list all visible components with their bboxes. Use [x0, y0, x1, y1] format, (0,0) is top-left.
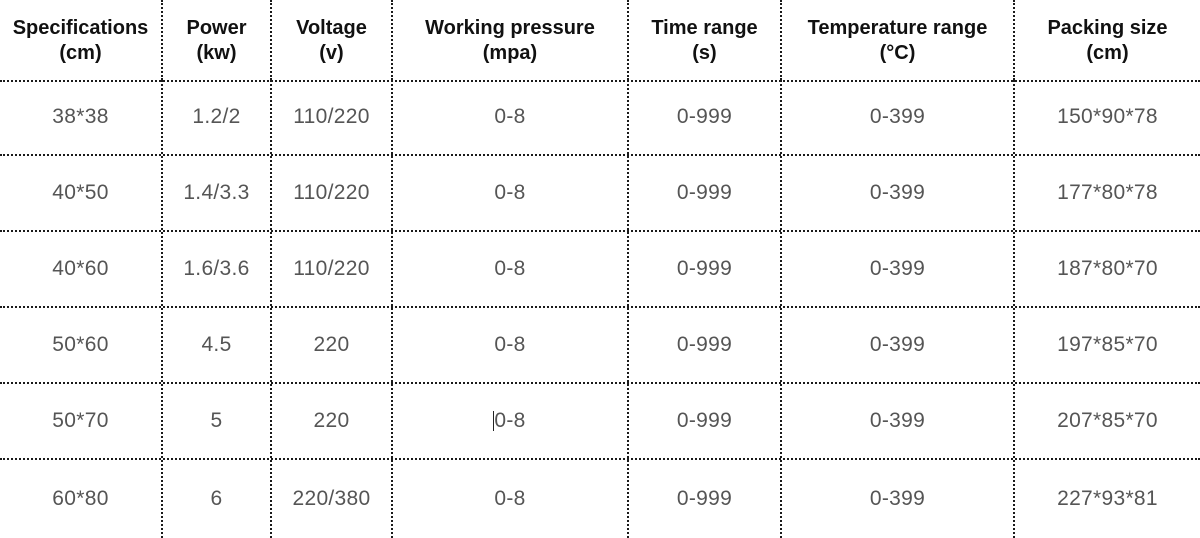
cell-specifications: 50*70 [0, 384, 163, 458]
cell-working-pressure: 0-8 [393, 232, 629, 306]
cell-temperature-range: 0-399 [782, 460, 1015, 538]
table-row: 40*50 1.4/3.3 110/220 0-8 0-999 0-399 17… [0, 156, 1200, 232]
cell-time-range: 0-999 [629, 460, 782, 538]
table-header-row: Specifications (cm) Power (kw) Voltage (… [0, 0, 1200, 82]
table-row: 50*70 5 220 0-8 0-999 0-399 207*85*70 [0, 384, 1200, 460]
cell-time-range: 0-999 [629, 308, 782, 382]
cell-voltage: 110/220 [272, 232, 393, 306]
cell-specifications: 50*60 [0, 308, 163, 382]
header-packing-size: Packing size (cm) [1015, 0, 1200, 80]
header-label: Time range [651, 17, 758, 39]
editable-cell-content[interactable]: 0-8 [493, 409, 526, 433]
cell-time-range: 0-999 [629, 156, 782, 230]
header-working-pressure: Working pressure (mpa) [393, 0, 629, 80]
cell-voltage: 220 [272, 308, 393, 382]
header-unit: (cm) [1086, 42, 1129, 64]
header-label: Power [186, 17, 247, 39]
table-row: 40*60 1.6/3.6 110/220 0-8 0-999 0-399 18… [0, 232, 1200, 308]
header-unit: (mpa) [482, 42, 538, 64]
text-cursor [493, 411, 495, 431]
cell-temperature-range: 0-399 [782, 384, 1015, 458]
header-unit: (v) [319, 42, 344, 64]
cell-packing-size: 197*85*70 [1057, 333, 1158, 356]
table-row: 50*60 4.5 220 0-8 0-999 0-399 197*85*70 [0, 308, 1200, 384]
cell-packing-size: 177*80*78 [1057, 181, 1158, 204]
cell-voltage: 110/220 [272, 156, 393, 230]
table-row: 38*38 1.2/2 110/220 0-8 0-999 0-399 150*… [0, 80, 1200, 156]
cell-working-pressure: 0-8 [393, 80, 629, 154]
header-label: Specifications [12, 17, 149, 39]
header-unit: (cm) [59, 42, 102, 64]
cell-power: 1.6/3.6 [163, 232, 272, 306]
header-time-range: Time range (s) [629, 0, 782, 80]
cell-specifications: 60*80 [0, 460, 163, 538]
cell-temperature-range: 0-399 [782, 156, 1015, 230]
cell-time-range: 0-999 [629, 384, 782, 458]
cell-working-pressure: 0-8 [393, 156, 629, 230]
cell-packing-size: 207*85*70 [1057, 409, 1158, 432]
cell-value: 0-8 [494, 409, 526, 432]
cell-packing-size: 227*93*81 [1057, 487, 1158, 510]
header-voltage: Voltage (v) [272, 0, 393, 80]
header-temperature-range: Temperature range (°C) [782, 0, 1015, 80]
cell-power: 1.2/2 [163, 80, 272, 154]
header-unit: (kw) [196, 42, 237, 64]
header-unit: (°C) [879, 42, 916, 64]
cell-temperature-range: 0-399 [782, 80, 1015, 154]
header-power: Power (kw) [163, 0, 272, 80]
cell-packing-size: 187*80*70 [1057, 257, 1158, 280]
cell-specifications: 38*38 [0, 80, 163, 154]
cell-voltage: 220 [272, 384, 393, 458]
header-label: Temperature range [807, 17, 988, 39]
cell-time-range: 0-999 [629, 80, 782, 154]
cell-power: 4.5 [163, 308, 272, 382]
header-label: Packing size [1047, 17, 1168, 39]
table-row: 60*80 6 220/380 0-8 0-999 0-399 227*93*8… [0, 460, 1200, 538]
cell-specifications: 40*60 [0, 232, 163, 306]
cell-power: 5 [163, 384, 272, 458]
cell-voltage: 220/380 [272, 460, 393, 538]
header-specifications: Specifications (cm) [0, 0, 163, 80]
cell-packing-size: 150*90*78 [1057, 105, 1158, 128]
cell-working-pressure-editing[interactable]: 0-8 [393, 384, 629, 458]
cell-specifications: 40*50 [0, 156, 163, 230]
header-label: Working pressure [425, 17, 595, 39]
cell-working-pressure: 0-8 [393, 308, 629, 382]
cell-power: 6 [163, 460, 272, 538]
cell-time-range: 0-999 [629, 232, 782, 306]
cell-power: 1.4/3.3 [163, 156, 272, 230]
header-label: Voltage [296, 17, 367, 39]
cell-working-pressure: 0-8 [393, 460, 629, 538]
cell-temperature-range: 0-399 [782, 232, 1015, 306]
cell-temperature-range: 0-399 [782, 308, 1015, 382]
cell-voltage: 110/220 [272, 80, 393, 154]
header-unit: (s) [692, 42, 717, 64]
